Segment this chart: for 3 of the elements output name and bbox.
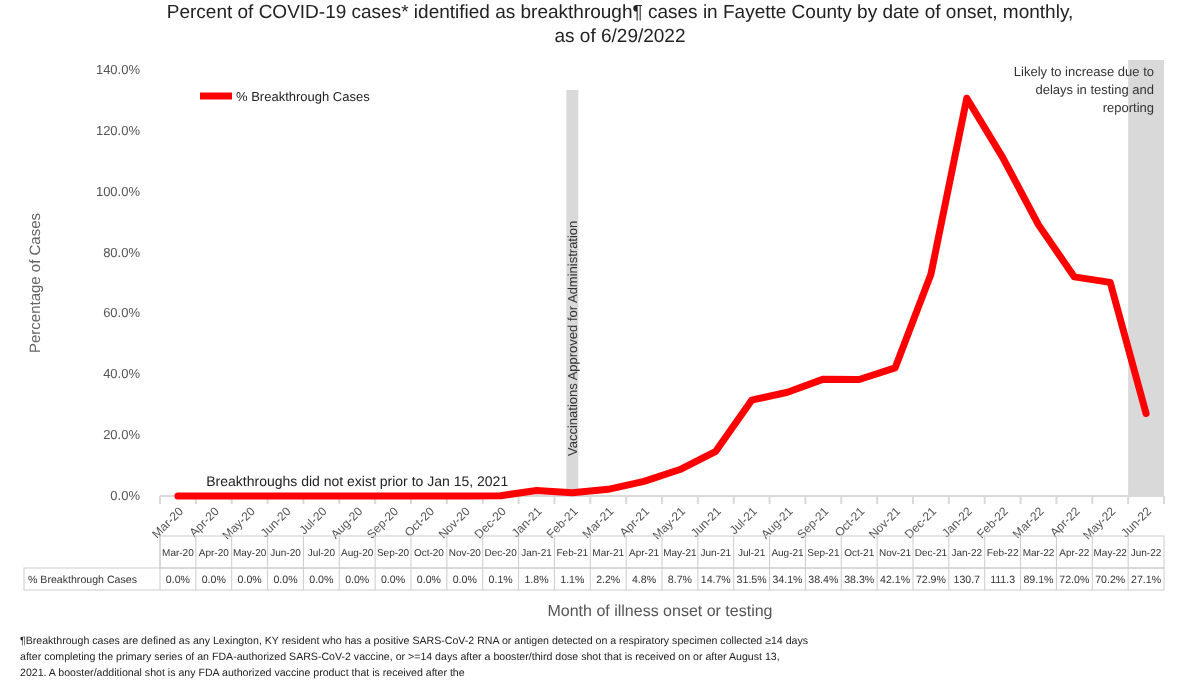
chart-title: Percent of COVID-19 cases* identified as breakthrough¶ cases in Fayette County by date of onset, monthly, as of 6/29/2022	[166, 2, 1074, 48]
line-series	[174, 94, 1150, 500]
x-axis-title: Month of illness onset or testing	[547, 602, 773, 620]
